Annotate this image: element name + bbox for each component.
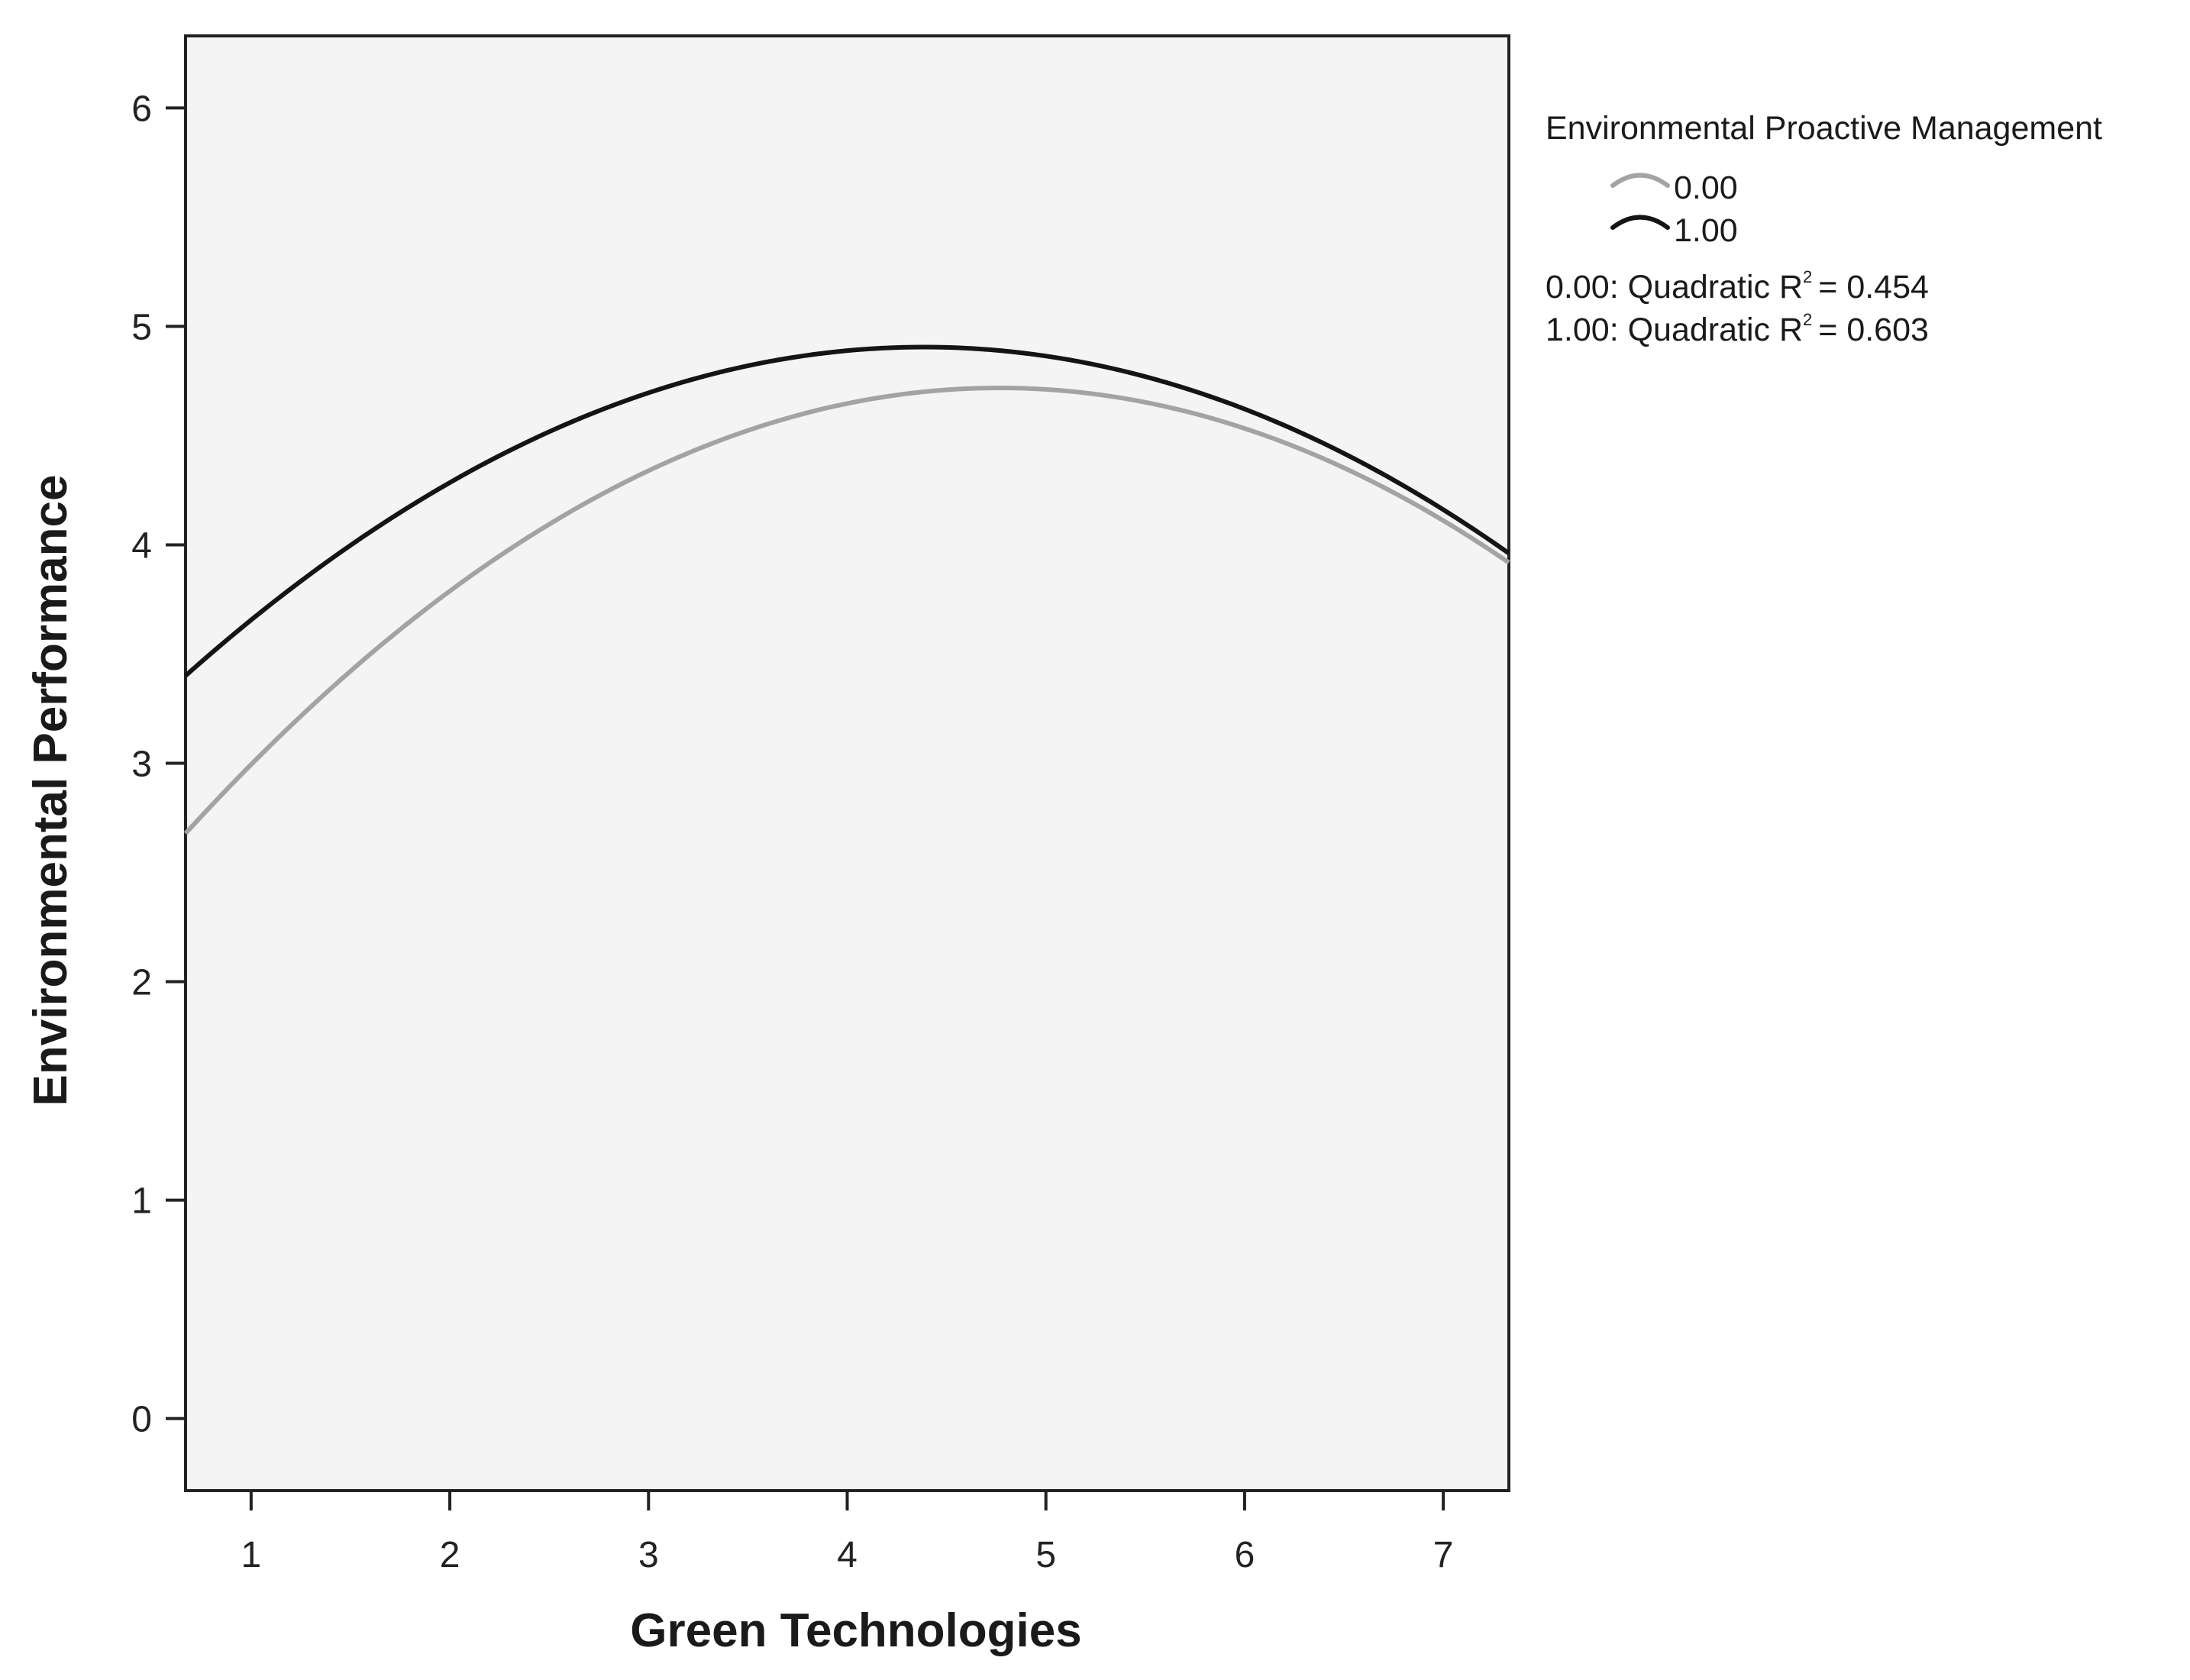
x-axis-title: Green Technologies bbox=[630, 1604, 1081, 1657]
x-axis: 1 2 3 4 5 6 7 bbox=[241, 1491, 1454, 1575]
legend-label-series-0: 0.00 bbox=[1674, 170, 1738, 206]
y-axis: 0 1 2 3 4 5 6 bbox=[131, 89, 186, 1440]
legend-swatch-series-1 bbox=[1610, 215, 1670, 230]
x-tick-label: 5 bbox=[1035, 1535, 1056, 1575]
y-tick-label: 1 bbox=[131, 1181, 152, 1222]
series-layer bbox=[183, 344, 1510, 835]
fit-stat-label-series-0: 0.00: Quadratic R bbox=[1546, 269, 1803, 305]
legend-title: Environmental Proactive Management bbox=[1546, 110, 2102, 147]
y-tick-label: 0 bbox=[131, 1400, 152, 1440]
fit-stat-superscript: 2 bbox=[1803, 267, 1812, 286]
y-tick-label: 3 bbox=[131, 745, 152, 785]
y-tick-label: 5 bbox=[131, 307, 152, 347]
x-tick-label: 4 bbox=[837, 1535, 858, 1575]
fit-stat-label-series-1: 1.00: Quadratic R bbox=[1546, 312, 1803, 348]
x-tick-label: 3 bbox=[638, 1535, 659, 1575]
fit-stat-series-0: 0.00: Quadratic R2 = 0.454 bbox=[1546, 267, 1929, 305]
y-tick-label: 2 bbox=[131, 963, 152, 1003]
legend-label-series-1: 1.00 bbox=[1674, 212, 1738, 249]
y-axis-title: Environmental Performance bbox=[24, 475, 77, 1107]
y-tick-label: 4 bbox=[131, 525, 152, 566]
y-tick-label: 6 bbox=[131, 89, 152, 129]
legend-swatch-series-0 bbox=[1610, 173, 1670, 188]
series-line-1 bbox=[184, 344, 1510, 678]
x-tick-label: 2 bbox=[440, 1535, 460, 1575]
x-tick-label: 7 bbox=[1433, 1535, 1454, 1575]
fit-stat-value-series-1: = 0.603 bbox=[1818, 312, 1929, 348]
fit-stat-superscript: 2 bbox=[1803, 310, 1812, 329]
series-line-0 bbox=[183, 386, 1510, 835]
x-tick-label: 1 bbox=[241, 1535, 262, 1575]
fit-stat-value-series-0: = 0.454 bbox=[1818, 269, 1929, 305]
legend: Environmental Proactive Management 0.00 … bbox=[1546, 110, 2102, 348]
fit-stat-series-1: 1.00: Quadratic R2 = 0.603 bbox=[1546, 310, 1929, 348]
plot-area bbox=[184, 34, 1510, 1492]
x-tick-label: 6 bbox=[1235, 1535, 1255, 1575]
